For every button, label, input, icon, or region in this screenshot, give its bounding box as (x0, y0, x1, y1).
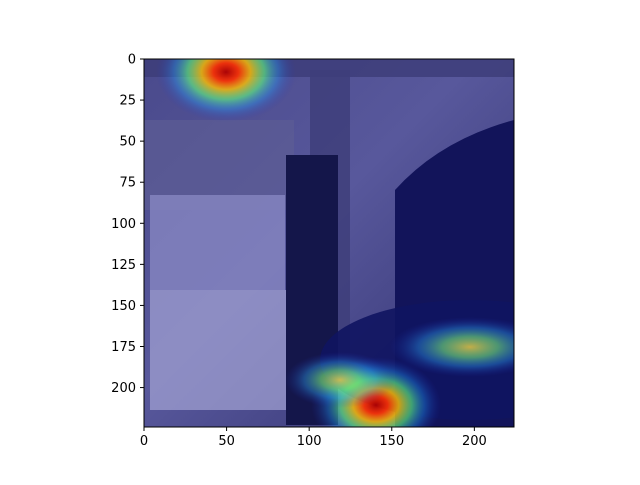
y-tick-label: 50 (119, 135, 136, 150)
x-tick-label: 0 (140, 434, 148, 449)
y-tick-label: 75 (119, 176, 136, 191)
hotspot-top (156, 59, 296, 122)
hotspot-mid (285, 352, 395, 408)
y-tick-label: 150 (111, 299, 136, 314)
x-axis: 0 50 100 150 200 (140, 427, 487, 449)
y-tick-label: 100 (111, 217, 136, 232)
y-tick-label: 25 (119, 94, 136, 109)
x-tick-label: 150 (379, 434, 404, 449)
window-left (150, 195, 285, 290)
y-tick-label: 200 (111, 381, 136, 396)
x-tick-label: 200 (462, 434, 487, 449)
plot-area (144, 59, 514, 427)
y-tick-label: 0 (128, 53, 136, 68)
axes-frame (143, 58, 515, 428)
y-tick-label: 125 (111, 258, 136, 273)
y-axis: 0 25 50 75 100 125 150 175 200 (111, 53, 144, 396)
hotspot-right (390, 317, 514, 377)
window-lower (150, 290, 290, 410)
x-tick-label: 100 (297, 434, 322, 449)
x-tick-label: 50 (218, 434, 235, 449)
y-tick-label: 175 (111, 340, 136, 355)
